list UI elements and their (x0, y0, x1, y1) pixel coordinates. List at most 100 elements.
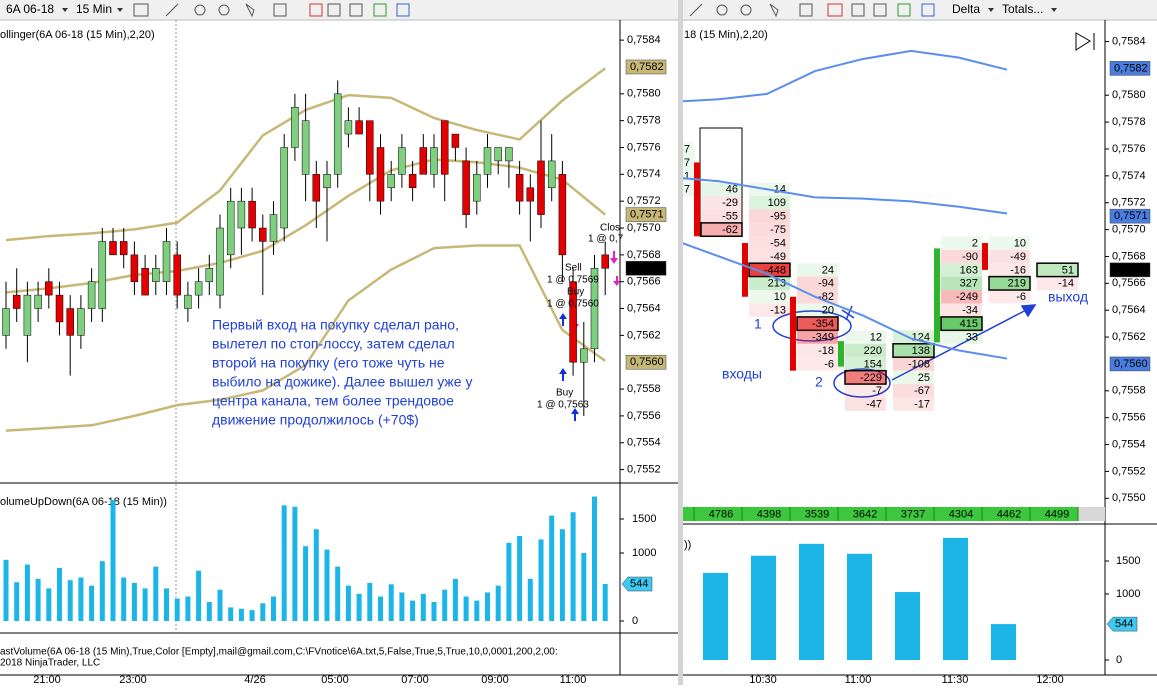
delta-cell (845, 397, 886, 411)
delta-value: 10 (774, 291, 786, 303)
x-tick-label: 21:00 (33, 674, 61, 685)
candle-body (376, 147, 385, 202)
candle-body (505, 147, 513, 162)
candle-body (569, 281, 577, 363)
delta-value: -94 (818, 278, 834, 290)
annotation: входы (722, 366, 762, 382)
price-marker-label: 0,7571 (1114, 210, 1148, 222)
delta-value: 7 (684, 184, 690, 196)
volume-bar (131, 582, 137, 621)
candle-body (66, 308, 74, 336)
price-marker-label: 0,7560 (1114, 358, 1148, 370)
candle-body (462, 160, 470, 215)
trade-label: 1 @ 0,7 (588, 234, 624, 245)
delta-cell (797, 303, 838, 317)
delta-cell (893, 397, 934, 411)
volume-bar (260, 603, 266, 621)
total-volume: 6 (670, 508, 676, 520)
toolbar-icons[interactable] (133, 3, 935, 18)
y-tick-label: 0,7550 (1112, 492, 1146, 504)
volume-bar (485, 592, 490, 621)
delta-value: 109 (768, 197, 786, 209)
totals-dropdown[interactable]: Totals... (1002, 2, 1043, 16)
delta-cell (989, 236, 1030, 250)
volume-bar (14, 582, 20, 621)
trade-label: Buy (567, 287, 584, 298)
candle-body (280, 147, 288, 229)
volume-bar (110, 499, 116, 621)
delta-cell (748, 262, 791, 278)
annotation-line: выбило на дожике). Далее вышел уже у (212, 374, 472, 390)
bollinger-band (683, 242, 1008, 360)
total-volume: 4304 (949, 508, 973, 520)
x-tick-label: 4/26 (244, 674, 265, 685)
interval-dropdown[interactable]: 15 Min (76, 2, 112, 16)
volume-marker (1106, 616, 1138, 632)
volume-bar (142, 588, 148, 621)
delta-value: 220 (864, 345, 882, 357)
delta-value: 10 (1014, 237, 1026, 249)
delta-cell (845, 343, 886, 358)
volume-bar (335, 566, 341, 621)
x-tick-label: 07:00 (401, 674, 429, 685)
delta-value: 24 (822, 264, 834, 276)
candle-body (419, 147, 428, 175)
candle-body (355, 120, 363, 135)
footer-text: 2018 NinjaTrader, LLC (0, 658, 100, 669)
candle-body (526, 187, 535, 202)
x-tick-label: 11:00 (845, 674, 872, 685)
volume-bar (799, 543, 824, 660)
volume-marker-label: 544 (630, 578, 648, 590)
candle-body (226, 200, 235, 256)
delta-value: -354 (812, 318, 834, 330)
delta-value: 154 (864, 358, 882, 370)
volume-bar (431, 601, 437, 621)
trade-label: Clos (600, 223, 620, 234)
volume-bar (67, 580, 73, 621)
delta-cell (797, 263, 838, 277)
candle-body (398, 147, 406, 175)
delta-value: -75 (770, 224, 786, 236)
x-tick-label: 11:00 (560, 674, 587, 685)
y-tick-label: 0,7556 (1112, 412, 1146, 424)
delta-value: -55 (722, 211, 738, 223)
price-marker-label: 0,7571 (630, 209, 664, 221)
volume-bar (24, 564, 30, 621)
candle-body (408, 174, 417, 189)
candle-body (323, 174, 331, 189)
y-tick-label: 0,7568 (1112, 250, 1146, 262)
volume-bar (3, 559, 9, 621)
volume-bar (527, 578, 533, 621)
volume-bar (324, 549, 330, 621)
candle-body (694, 162, 700, 237)
trade-label: Sell (565, 263, 582, 274)
price-marker-label: 0,7567 (1114, 264, 1148, 276)
candle-body (344, 120, 353, 135)
volume-bar (99, 561, 105, 621)
mode-dropdown[interactable]: Delta (952, 2, 980, 16)
splitter[interactable] (678, 0, 683, 685)
volume-bar (292, 506, 298, 621)
delta-value: -34 (962, 305, 978, 317)
candle-body (77, 308, 85, 336)
candle-body (838, 341, 844, 367)
totals-background (1078, 507, 1105, 521)
candle-body (742, 243, 748, 297)
totals-background (683, 507, 1078, 521)
volume-bar (420, 593, 426, 621)
candle-body (934, 248, 940, 343)
y-tick-label: 0,7570 (627, 222, 661, 234)
annotation-line: центра канала, тем более трендовое (212, 393, 454, 409)
price-marker (1109, 208, 1151, 224)
delta-value: -29 (722, 197, 738, 209)
candle-body (547, 160, 556, 189)
panel-toggle[interactable] (1075, 32, 1095, 51)
delta-cell (893, 384, 934, 398)
delta-value: 25 (918, 372, 930, 384)
indicator-label: ollinger(6A 06-18 (15 Min),2,20) (0, 29, 155, 41)
instrument-dropdown[interactable]: 6A 06-18 (6, 2, 54, 16)
delta-value: -448 (764, 264, 786, 276)
trade-label: Buy (556, 388, 573, 399)
delta-cell (749, 209, 790, 223)
